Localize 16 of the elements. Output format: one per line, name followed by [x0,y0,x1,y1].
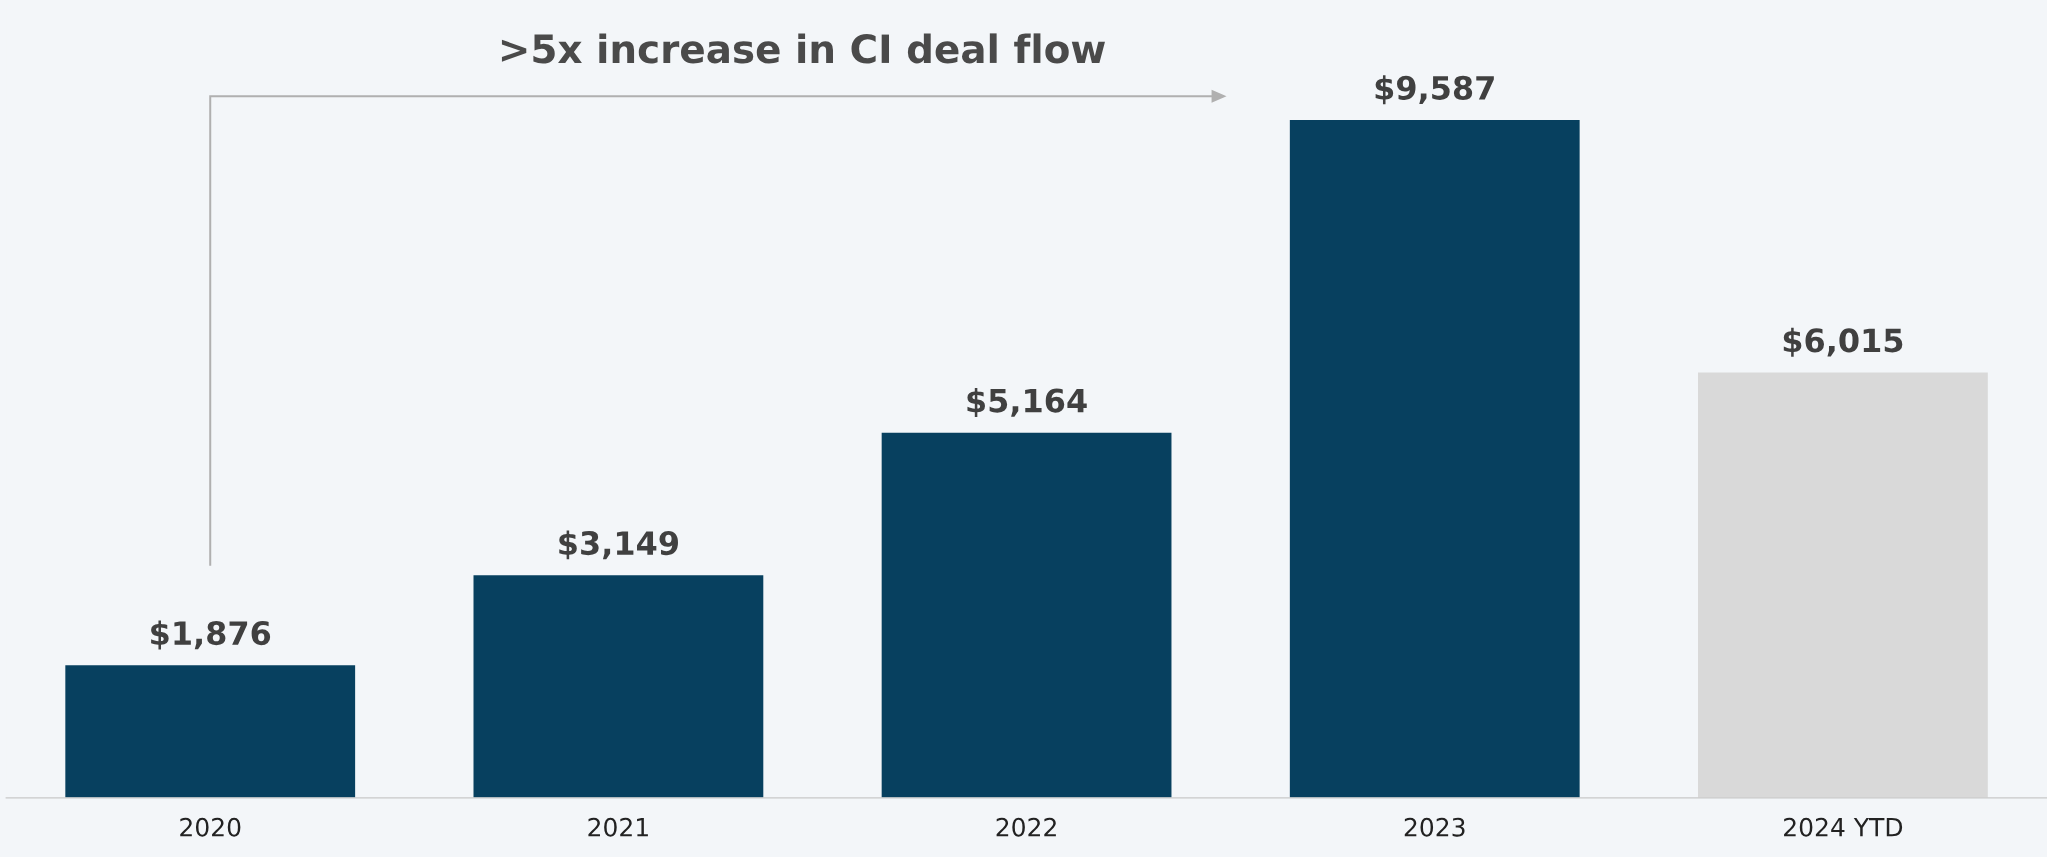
data-label: $3,149 [559,530,678,560]
bar [1698,372,1988,798]
x-tick-label: 2022 [996,817,1056,837]
x-tick-label: 2024 YTD [1784,817,1903,837]
bar [881,432,1172,798]
data-label: $5,164 [967,387,1087,417]
bar [473,575,764,798]
bar [65,665,356,798]
data-label: $6,015 [1783,327,1903,357]
data-label: $1,876 [151,620,271,650]
data-label: $9,587 [1375,75,1494,105]
x-tick-label: 2020 [180,817,241,837]
x-tick-label: 2021 [588,817,648,837]
bar [1289,119,1580,798]
chart-title: >5x increase in CI deal flow [501,33,1105,64]
x-tick-label: 2023 [1404,817,1465,837]
